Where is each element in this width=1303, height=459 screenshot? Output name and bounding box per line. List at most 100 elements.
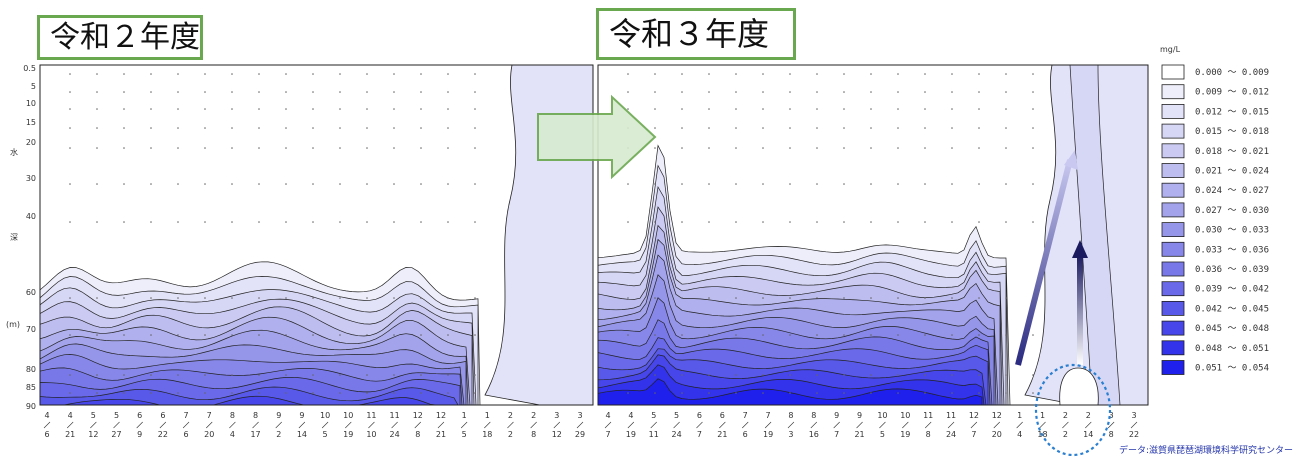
legend-unit: mg/L [1160, 45, 1181, 54]
y-tick-label: 0.5 [23, 64, 36, 73]
x-tick-slash [902, 422, 908, 428]
grid-dot [951, 127, 953, 129]
grid-dot [285, 147, 287, 149]
grid-dot [420, 108, 422, 110]
grid-dot [393, 127, 395, 129]
grid-dot [204, 183, 206, 185]
grid-dot [339, 91, 341, 93]
grid-dot [735, 127, 737, 129]
x-tick-day: 19 [763, 430, 773, 439]
grid-dot [393, 392, 395, 394]
grid-dot [870, 334, 872, 336]
grid-dot [735, 108, 737, 110]
grid-dot [474, 392, 476, 394]
grid-dot [762, 91, 764, 93]
x-tick-slash [1131, 422, 1137, 428]
grid-dot [447, 91, 449, 93]
y-tick-label: 5 [31, 82, 36, 91]
grid-dot [123, 221, 125, 223]
x-tick-day: 18 [482, 430, 492, 439]
grid-dot [69, 334, 71, 336]
grid-dot [285, 183, 287, 185]
x-tick-slash [1040, 422, 1046, 428]
x-tick-day: 24 [672, 430, 682, 439]
grid-dot [897, 108, 899, 110]
x-tick-slash [971, 422, 977, 428]
source-credit: データ:滋賀県琵琶湖環境科学研究センター [1119, 444, 1293, 456]
grid-dot [735, 73, 737, 75]
grid-dot [204, 297, 206, 299]
x-tick-slash [322, 422, 328, 428]
grid-dot [735, 221, 737, 223]
grid-dot [150, 374, 152, 376]
grid-dot [1032, 334, 1034, 336]
x-tick-slash [925, 422, 931, 428]
grid-dot [366, 73, 368, 75]
y-axis-label-3: (m) [6, 320, 20, 329]
x-tick-day: 24 [390, 430, 400, 439]
grid-dot [654, 374, 656, 376]
legend-swatch [1162, 301, 1184, 315]
grid-dot [843, 392, 845, 394]
grid-dot [96, 392, 98, 394]
legend-label: 0.000 ～ 0.009 [1195, 68, 1269, 78]
grid-dot [177, 297, 179, 299]
grid-dot [339, 297, 341, 299]
grid-dot [312, 73, 314, 75]
grid-dot [312, 127, 314, 129]
grid-dot [366, 334, 368, 336]
grid-dot [474, 297, 476, 299]
grid-dot [123, 392, 125, 394]
grid-dot [447, 183, 449, 185]
x-tick-slash [276, 422, 282, 428]
grid-dot [681, 91, 683, 93]
x-tick-slash [1017, 422, 1023, 428]
grid-dot [762, 108, 764, 110]
grid-dot [204, 73, 206, 75]
grid-dot [312, 374, 314, 376]
grid-dot [681, 147, 683, 149]
grid-dot [816, 108, 818, 110]
legend-swatch [1162, 203, 1184, 217]
grid-dot [789, 91, 791, 93]
grid-dot [735, 91, 737, 93]
grid-dot [123, 127, 125, 129]
legend-swatch [1162, 242, 1184, 256]
grid-dot [123, 91, 125, 93]
x-tick-month: 4 [68, 411, 73, 420]
x-tick-slash [628, 422, 634, 428]
grid-dot [285, 73, 287, 75]
x-tick-slash [765, 422, 771, 428]
legend-label: 0.051 ～ 0.054 [1195, 364, 1269, 374]
x-tick-month: 1 [485, 411, 490, 420]
grid-dot [816, 297, 818, 299]
grid-dot [393, 108, 395, 110]
grid-dot [1032, 147, 1034, 149]
x-tick-month: 6 [697, 411, 702, 420]
grid-dot [654, 108, 656, 110]
x-tick-day: 21 [854, 430, 864, 439]
circulation-arrow-vertical-icon [1077, 255, 1083, 365]
x-tick-day: 5 [880, 430, 885, 439]
grid-dot [654, 221, 656, 223]
grid-dot [789, 147, 791, 149]
legend-label: 0.033 ～ 0.036 [1195, 245, 1269, 255]
grid-dot [366, 127, 368, 129]
grid-dot [762, 183, 764, 185]
grid-dot [123, 147, 125, 149]
grid-dot [150, 297, 152, 299]
grid-dot [69, 147, 71, 149]
grid-dot [474, 73, 476, 75]
grid-dot [258, 374, 260, 376]
grid-dot [978, 392, 980, 394]
grid-dot [366, 392, 368, 394]
x-tick-slash [719, 422, 725, 428]
x-tick-day: 2 [508, 430, 513, 439]
legend-label: 0.045 ～ 0.048 [1195, 324, 1269, 334]
grid-dot [924, 147, 926, 149]
x-tick-month: 8 [230, 411, 235, 420]
x-tick-month: 5 [651, 411, 656, 420]
grid-dot [150, 91, 152, 93]
x-tick-day: 5 [462, 430, 467, 439]
grid-dot [708, 91, 710, 93]
